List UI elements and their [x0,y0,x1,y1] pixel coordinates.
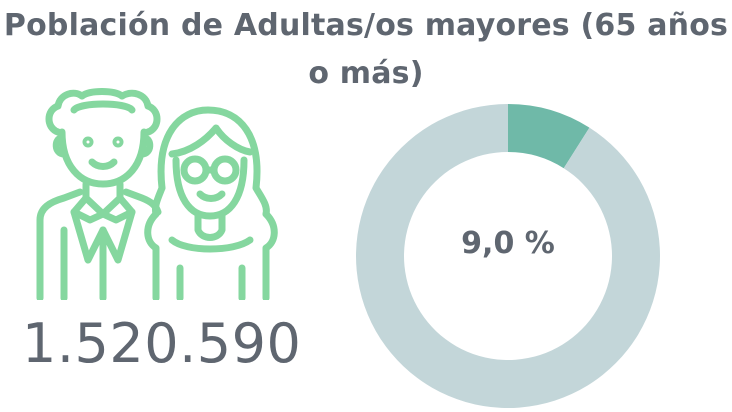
population-count: 1.520.590 [22,312,302,375]
donut-chart: 9,0 % [355,104,660,408]
elderly-man-icon [36,88,162,302]
elderly-woman-icon [144,106,278,302]
donut-slice-rest [355,104,660,408]
donut-center-label: 9,0 % [461,226,555,261]
elderly-couple-icon [30,80,290,302]
donut-slice-highlight [508,104,590,169]
page-title: Población de Adultas/os mayores (65 años… [3,8,729,91]
